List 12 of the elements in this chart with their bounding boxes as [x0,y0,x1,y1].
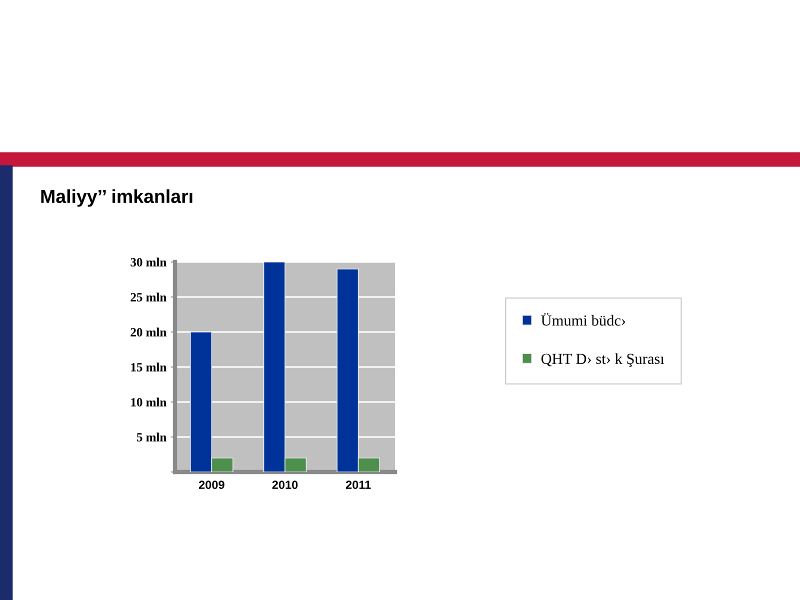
legend-label: Ümumi büdc› [541,313,626,326]
y-tick-label: 25 mln [130,292,166,302]
y-tick-label: 20 mln [130,328,166,336]
x-tick-label: 2011 [346,480,371,490]
y-tick-label: 5 mln [136,432,166,442]
x-tick-label: 2010 [272,480,298,490]
y-tick-label: 10 mln [131,398,166,406]
x-tick-label: 2009 [198,480,224,490]
chart-title: Maliyy’’ imkanları [41,189,192,207]
y-tick-label: 15 mln [131,362,166,372]
legend-label: QHT D› st› k Şurası [541,353,664,368]
y-tick-label: 30 mln [130,258,166,266]
